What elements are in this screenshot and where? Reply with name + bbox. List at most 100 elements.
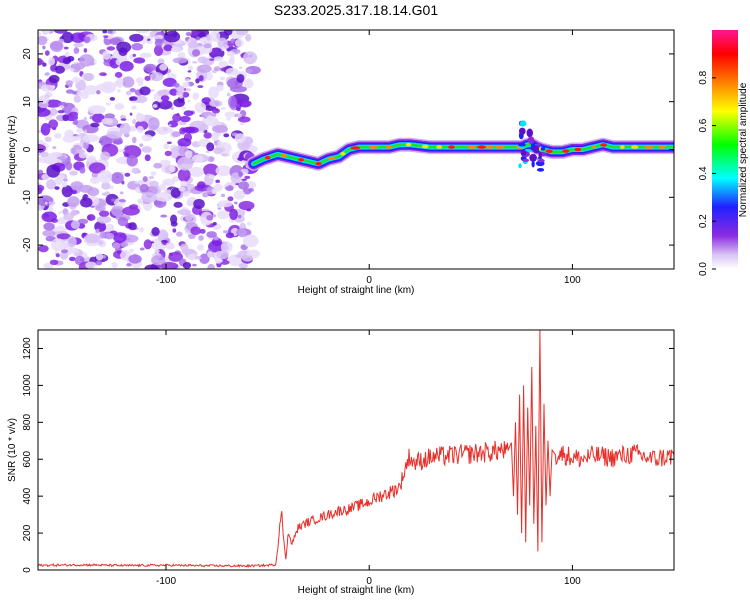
ridge-hotspot	[600, 143, 608, 147]
noise-blob	[43, 222, 55, 231]
noise-blob	[87, 105, 106, 115]
noise-blob	[95, 228, 100, 233]
noise-blob	[184, 150, 193, 159]
noise-blob	[234, 201, 238, 205]
snr-ytick-label: 1200	[22, 337, 33, 360]
noise-blob	[98, 210, 110, 217]
noise-blob	[150, 171, 157, 176]
noise-blob	[103, 35, 109, 38]
noise-blob	[38, 107, 51, 117]
noise-blob	[80, 197, 93, 208]
ridge-hotspot	[264, 155, 271, 160]
noise-blob	[182, 261, 192, 269]
noise-blob	[187, 65, 194, 71]
colorbar-tick-label: 0.4	[698, 166, 709, 180]
noise-blob	[101, 192, 106, 196]
noise-blob	[217, 37, 228, 49]
noise-blob	[78, 184, 94, 193]
noise-blob	[118, 199, 126, 203]
noise-blob	[52, 146, 57, 149]
ridge-hotspot	[436, 145, 443, 149]
noise-blob	[233, 189, 245, 200]
disturbance-blob	[538, 151, 542, 160]
colorbar-tick-label: 0.2	[698, 214, 709, 228]
noise-blob	[129, 248, 134, 253]
noise-blob	[202, 191, 209, 198]
noise-blob	[177, 52, 186, 59]
spectrogram-xtick-label: -100	[156, 275, 176, 286]
noise-blob	[187, 70, 192, 73]
noise-blob	[54, 186, 60, 190]
disturbance-blob	[533, 145, 540, 154]
noise-blob	[220, 107, 226, 110]
noise-blob	[211, 125, 228, 133]
noise-blob	[112, 242, 121, 249]
noise-blob	[185, 213, 193, 222]
noise-blob	[195, 78, 200, 84]
noise-blob	[60, 249, 69, 254]
noise-blob	[226, 50, 235, 57]
ridge-hotspot	[298, 157, 305, 162]
noise-blob	[70, 32, 86, 43]
noise-blob	[235, 30, 249, 36]
noise-blob	[128, 222, 137, 231]
ridge-hotspot	[545, 149, 553, 154]
noise-blob	[131, 136, 137, 144]
noise-blob	[192, 263, 197, 267]
noise-blob	[144, 264, 159, 269]
noise-blob	[241, 100, 252, 107]
noise-blob	[209, 30, 221, 42]
noise-blob	[107, 30, 114, 34]
noise-blob	[49, 259, 59, 265]
noise-blob	[102, 30, 108, 34]
noise-blob	[149, 71, 164, 82]
noise-blob	[149, 89, 155, 92]
noise-blob	[187, 253, 197, 261]
noise-blob	[139, 143, 144, 147]
noise-blob	[124, 172, 131, 177]
noise-blob	[73, 43, 84, 48]
noise-blob	[163, 189, 173, 196]
noise-blob	[126, 263, 132, 267]
noise-blob	[68, 256, 76, 262]
spectrogram-xtick-label: 100	[564, 275, 581, 286]
noise-blob	[163, 143, 170, 150]
spectrogram-xlabel: Height of straight line (km)	[298, 285, 415, 296]
noise-blob	[38, 35, 48, 46]
noise-blob	[185, 32, 192, 37]
noise-blob	[110, 198, 116, 202]
noise-blob	[101, 118, 113, 125]
noise-blob	[56, 233, 71, 240]
noise-blob	[177, 137, 192, 147]
noise-blob	[221, 46, 226, 52]
noise-blob	[81, 232, 87, 237]
noise-blob	[196, 181, 206, 189]
noise-blob	[73, 118, 79, 126]
noise-blob	[104, 113, 116, 120]
noise-blob	[172, 82, 180, 88]
disturbance-blob	[536, 167, 545, 172]
colorbar-tick-label: 0.8	[698, 70, 709, 84]
noise-blob	[57, 225, 64, 230]
noise-blob	[114, 80, 120, 87]
noise-blob	[206, 142, 215, 152]
noise-blob	[50, 40, 64, 53]
noise-blob	[245, 68, 253, 74]
noise-blob	[154, 248, 160, 254]
noise-blob	[187, 99, 191, 103]
noise-blob	[70, 220, 80, 229]
noise-blob	[241, 178, 247, 181]
noise-blob	[238, 171, 243, 177]
ridge-hotspot	[280, 153, 287, 158]
noise-blob	[69, 68, 75, 72]
noise-blob	[209, 157, 214, 162]
noise-blob	[162, 178, 176, 186]
noise-blob	[159, 63, 168, 71]
noise-blob	[208, 86, 219, 99]
ridge-hotspot	[591, 145, 597, 149]
noise-blob	[142, 176, 148, 182]
noise-blob	[153, 162, 163, 169]
noise-blob	[242, 234, 259, 248]
noise-blob	[102, 254, 107, 259]
noise-blob	[195, 36, 201, 41]
